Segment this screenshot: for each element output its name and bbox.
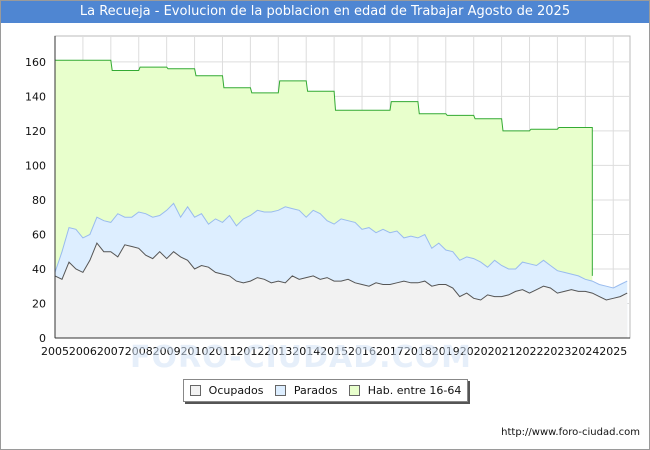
chart-title: La Recueja - Evolucion de la poblacion e…: [1, 1, 649, 23]
legend-item-parados: Parados: [274, 384, 338, 397]
legend-swatch-ocupados: [189, 385, 201, 396]
x-tick-label: 2005: [41, 345, 69, 358]
x-tick-label: 2014: [292, 345, 320, 358]
x-tick-label: 2021: [488, 345, 516, 358]
x-tick-label: 2010: [181, 345, 209, 358]
x-tick-label: 2012: [236, 345, 264, 358]
y-tick-label: 100: [25, 159, 46, 172]
x-tick-label: 2017: [376, 345, 404, 358]
chart-legend: Ocupados Parados Hab. entre 16-64: [183, 379, 468, 402]
line-parados: [54, 202, 628, 289]
y-tick-label: 40: [32, 263, 46, 276]
y-tick-label: 140: [25, 90, 46, 103]
legend-label-ocupados: Ocupados: [208, 384, 264, 397]
x-tick-label: 2007: [97, 345, 125, 358]
x-tick-label: 2016: [348, 345, 376, 358]
source-url[interactable]: http://www.foro-ciudad.com: [501, 427, 640, 438]
watermark-text: FORO-CIUDAD.COM: [130, 340, 472, 375]
legend-swatch-hab: [348, 385, 360, 396]
legend-item-hab: Hab. entre 16-64: [348, 384, 462, 397]
x-tick-label: 2023: [543, 345, 571, 358]
x-tick-label: 2009: [153, 345, 181, 358]
chart-axes: [54, 36, 630, 339]
x-tick-label: 2025: [599, 345, 627, 358]
chart-areas: [54, 59, 628, 338]
y-tick-label: 160: [25, 56, 46, 69]
legend-label-hab: Hab. entre 16-64: [367, 384, 462, 397]
y-tick-label: 0: [39, 332, 46, 345]
y-tick-label: 20: [32, 297, 46, 310]
x-tick-label: 2006: [69, 345, 97, 358]
y-tick-label: 60: [32, 228, 46, 241]
y-tick-label: 120: [25, 125, 46, 138]
x-tick-label: 2008: [125, 345, 153, 358]
chart-ticks: 0 20 40 60 80 100 120 140 160 2005 2006 2007 2008 200…: [25, 56, 627, 358]
x-tick-label: 2022: [516, 345, 544, 358]
x-tick-label: 2019: [432, 345, 460, 358]
x-tick-label: 2020: [460, 345, 488, 358]
line-ocupados: [54, 242, 628, 301]
legend-label-parados: Parados: [293, 384, 338, 397]
x-tick-label: 2015: [320, 345, 348, 358]
line-hab-16-64: [54, 59, 593, 276]
area-ocupados: [55, 243, 628, 338]
x-tick-label: 2011: [208, 345, 236, 358]
legend-item-ocupados: Ocupados: [189, 384, 264, 397]
legend-swatch-parados: [274, 385, 286, 396]
x-tick-label: 2024: [571, 345, 599, 358]
x-tick-label: 2013: [264, 345, 292, 358]
x-tick-label: 2018: [404, 345, 432, 358]
y-tick-label: 80: [32, 194, 46, 207]
